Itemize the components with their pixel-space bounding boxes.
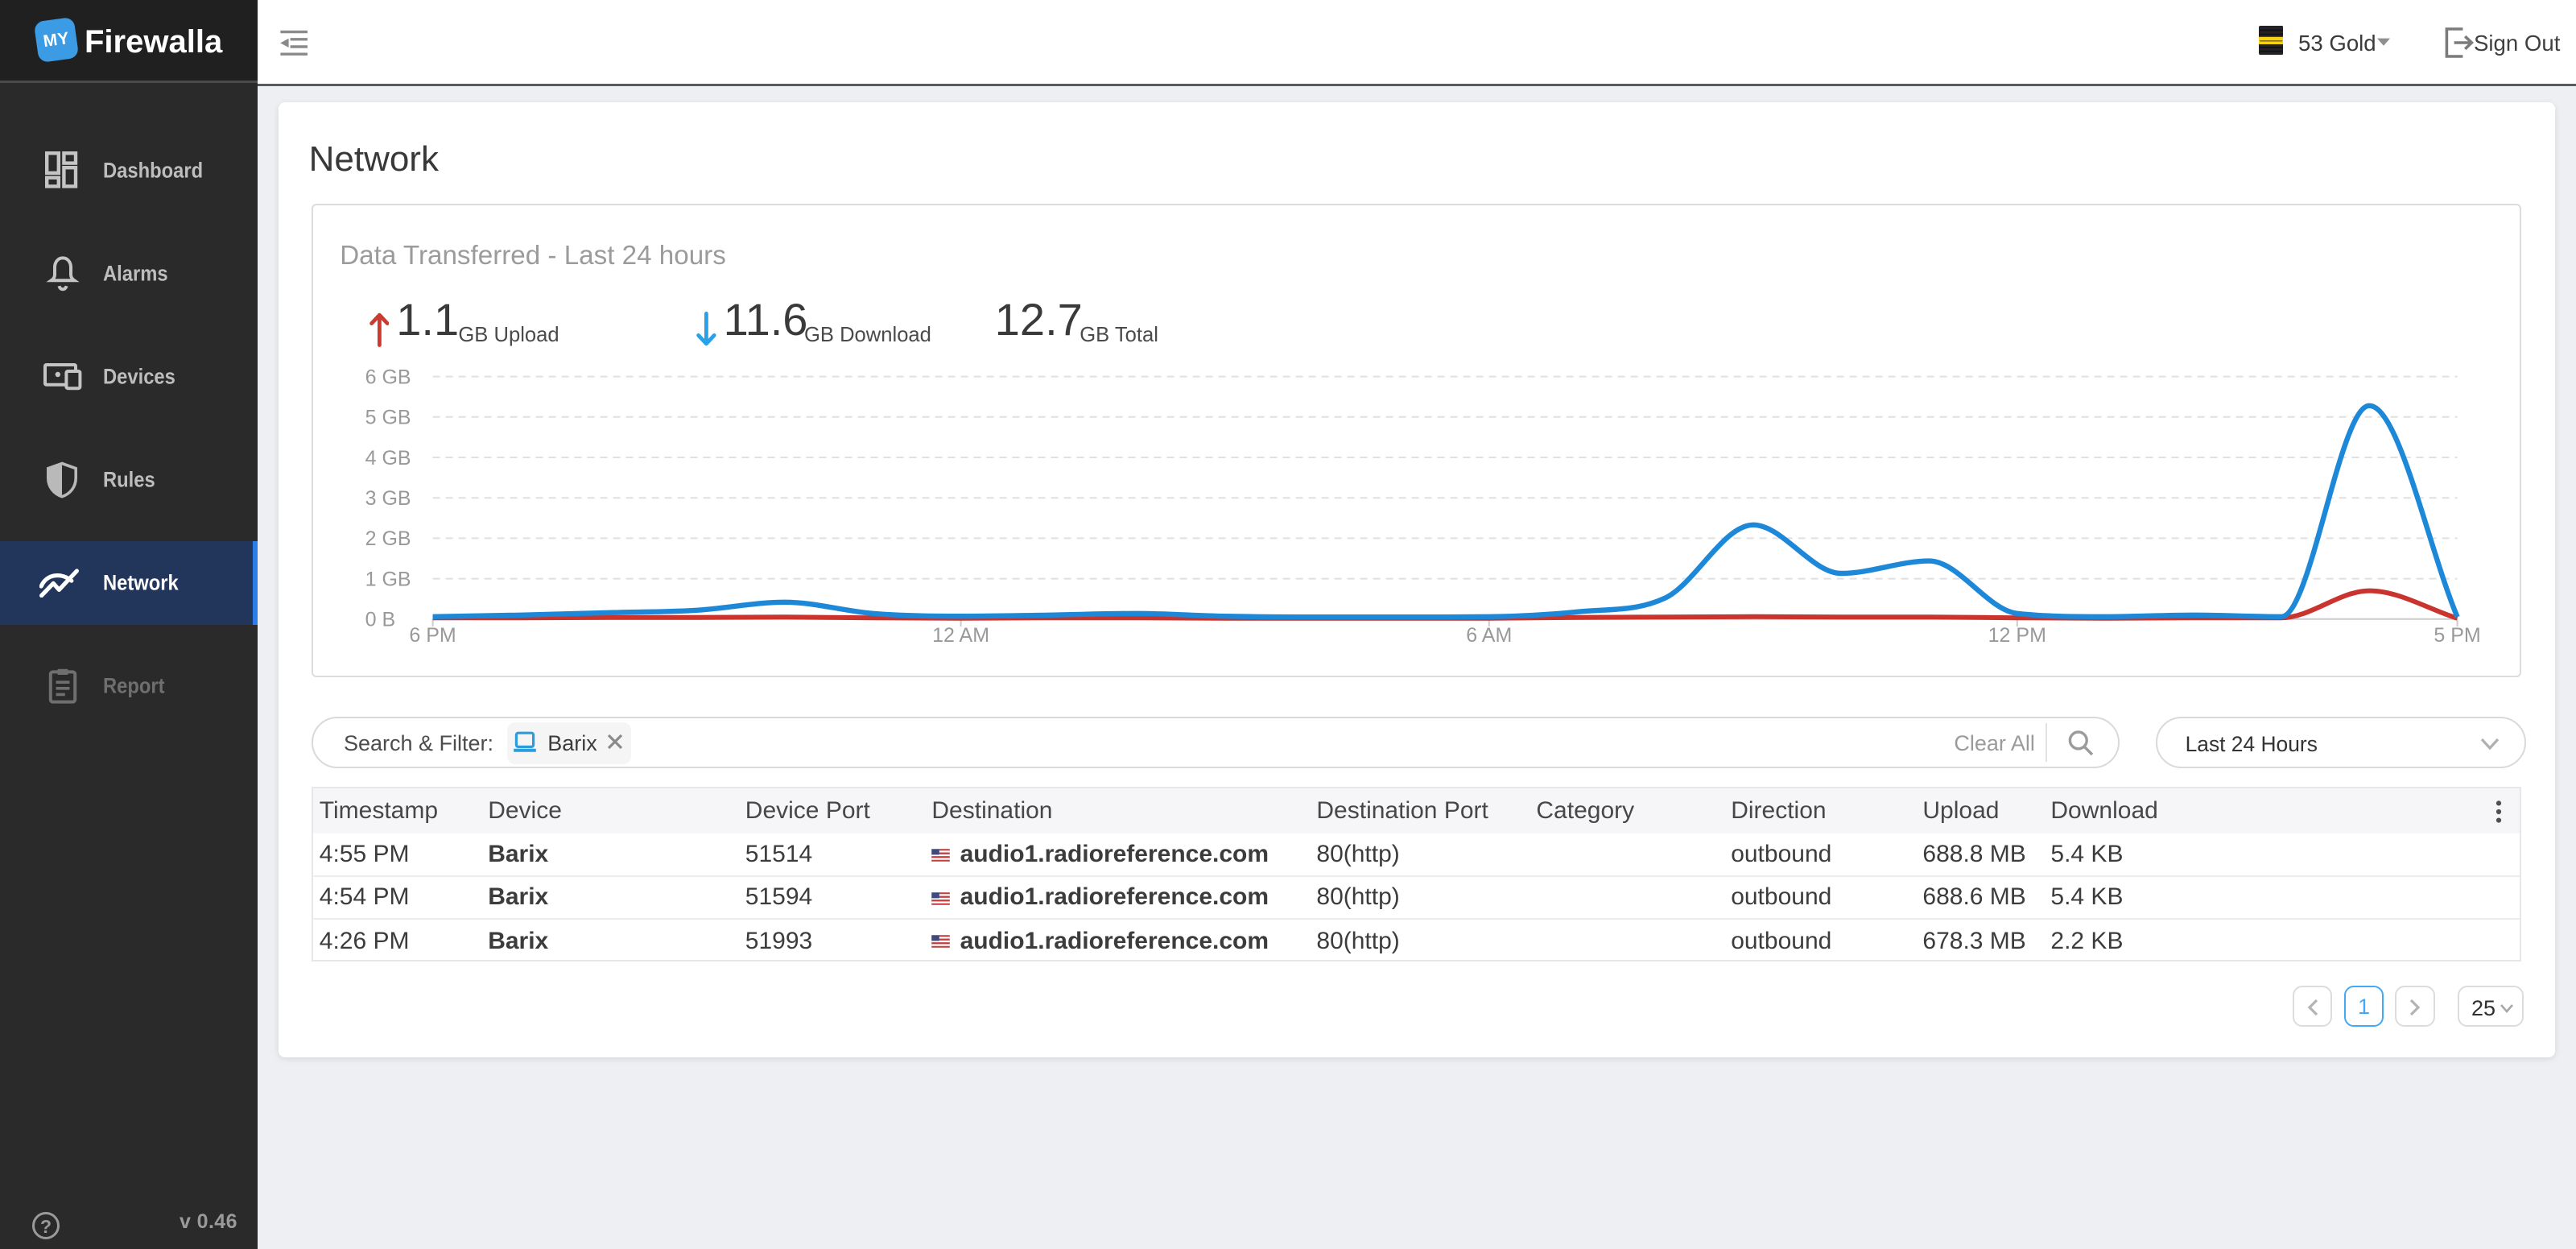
svg-text:1 GB: 1 GB	[365, 569, 411, 591]
svg-text:4 GB: 4 GB	[365, 447, 411, 469]
svg-text:12 PM: 12 PM	[1988, 624, 2046, 647]
svg-text:2 GB: 2 GB	[365, 527, 411, 550]
svg-text:6 AM: 6 AM	[1467, 624, 1513, 647]
svg-text:12 AM: 12 AM	[933, 624, 990, 647]
svg-text:6 PM: 6 PM	[410, 624, 456, 647]
svg-text:6 GB: 6 GB	[365, 366, 411, 389]
svg-text:3 GB: 3 GB	[365, 487, 411, 510]
svg-text:5 GB: 5 GB	[365, 407, 411, 429]
svg-text:0 B: 0 B	[365, 609, 396, 631]
svg-text:5 PM: 5 PM	[2434, 624, 2481, 647]
